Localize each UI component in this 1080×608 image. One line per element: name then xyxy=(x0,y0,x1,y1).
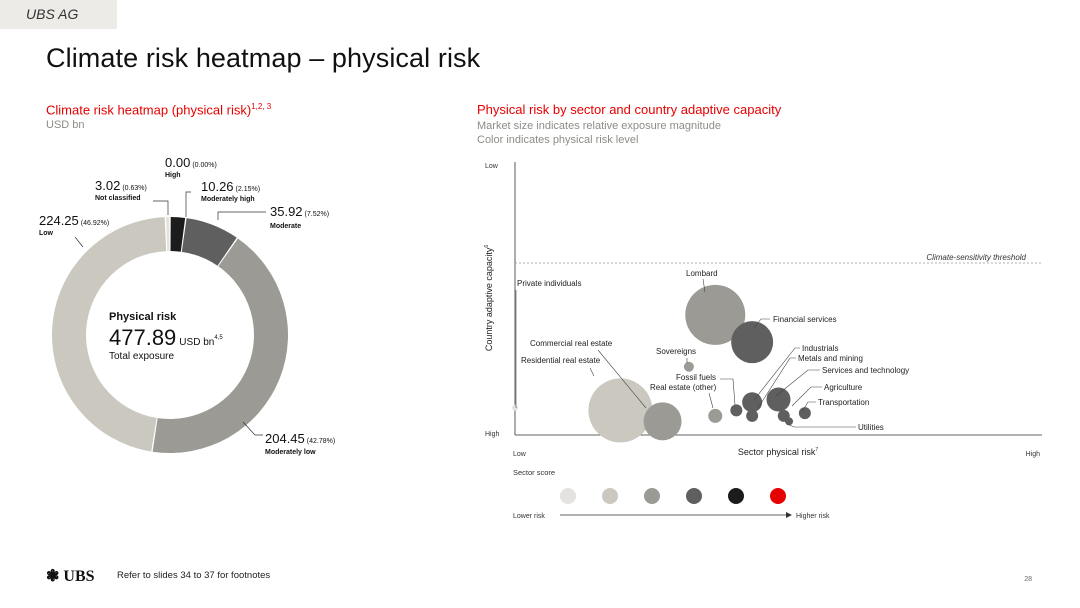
company-tag: UBS AG xyxy=(0,0,117,29)
donut-category-label-moderately-low: Moderately low xyxy=(265,449,316,456)
bubble-label-services-and-technology: Services and technology xyxy=(822,366,909,375)
y-tick-bottom: High xyxy=(485,431,500,438)
bubble-label-industrials: Industrials xyxy=(802,344,838,353)
bubble-industrials xyxy=(742,392,763,413)
bubble-private-individuals xyxy=(512,404,518,411)
bubble-leader-agriculture xyxy=(791,386,822,407)
legend-score-dot-4 xyxy=(686,488,702,504)
bubble-label-commercial-real-estate: Commercial real estate xyxy=(530,339,613,348)
bubble-leader-utilities xyxy=(786,423,856,428)
donut-value-label-moderately-low: 204.45 (42.78%) xyxy=(265,431,335,446)
bubble-real-estate-other xyxy=(708,408,723,423)
y-axis-label: Country adaptive capacity6 xyxy=(484,245,494,352)
bubble-commercial-real-estate xyxy=(588,378,653,443)
donut-slice-moderately-high xyxy=(170,217,186,252)
donut-chart: 0.00 (0.00%) High 10.26 (2.15%) Moderately hi… xyxy=(39,155,335,456)
legend-score-dot-2 xyxy=(602,488,618,504)
donut-category-label-not-classified: Not classified xyxy=(95,195,141,202)
x-axis-label: Sector physical risk7 xyxy=(738,447,819,457)
donut-category-label-moderate: Moderate xyxy=(270,223,301,230)
bubble-chart-title: Physical risk by sector and country adap… xyxy=(477,102,782,117)
legend-score-dot-1 xyxy=(560,488,576,504)
y-tick-top: Low xyxy=(485,163,499,170)
bubble-label-real-estate-other: Real estate (other) xyxy=(650,383,717,392)
threshold-label: Climate-sensitivity threshold xyxy=(926,253,1026,262)
bubble-utilities xyxy=(785,417,794,426)
bubble-transportation xyxy=(798,407,811,420)
x-tick-high: High xyxy=(1026,451,1041,458)
bubble-residential-real-estate xyxy=(643,402,682,441)
donut-category-label-high: High xyxy=(165,172,181,179)
bubble-label-utilities: Utilities xyxy=(858,423,884,432)
bubble-chart: Climate-sensitivity threshold Low High L… xyxy=(484,162,1042,520)
donut-leader-not-classified xyxy=(153,200,169,215)
bubble-label-lombard: Lombard xyxy=(686,269,718,278)
ubs-logo: ❃ UBS xyxy=(46,568,95,585)
donut-center-caption: Total exposure xyxy=(109,351,174,362)
donut-slice-low xyxy=(51,217,167,452)
bubble-sovereigns xyxy=(683,361,694,372)
legend-low-label: Lower risk xyxy=(513,513,545,520)
bubble-label-financial-services: Financial services xyxy=(773,315,837,324)
donut-title-footnote: 1,2, 3 xyxy=(251,102,272,111)
bubble-label-agriculture: Agriculture xyxy=(824,383,863,392)
donut-value-label-high: 0.00 (0.00%) xyxy=(165,155,217,170)
donut-slice-not-classified xyxy=(166,217,170,252)
donut-category-label-moderately-high: Moderately high xyxy=(201,196,255,203)
bubble-leader-fossil-fuels xyxy=(720,378,736,406)
legend-arrow-head xyxy=(786,512,792,518)
bubble-chart-subtitle-color: Color indicates physical risk level xyxy=(477,134,639,146)
legend-title: Sector score xyxy=(513,468,555,477)
bubble-label-sovereigns: Sovereigns xyxy=(656,347,696,356)
legend-score-dot-6 xyxy=(770,488,786,504)
bubble-label-residential-real-estate: Residential real estate xyxy=(521,356,601,365)
page-title: Climate risk heatmap – physical risk xyxy=(46,43,481,73)
bubble-leader-real-estate-other xyxy=(708,392,714,409)
legend-score-dot-3 xyxy=(644,488,660,504)
bubble-leader-residential-real-estate xyxy=(589,367,595,377)
donut-value-label-moderately-high: 10.26 (2.15%) xyxy=(201,179,260,194)
donut-leader-moderate xyxy=(217,211,266,220)
donut-leader-moderately-high xyxy=(185,191,191,217)
bubble-leader-transportation xyxy=(801,401,816,413)
bubble-lombard xyxy=(685,284,746,345)
keys-icon: ❃ xyxy=(46,568,60,585)
donut-leader-low xyxy=(74,236,84,248)
bubble-financial-services xyxy=(731,321,774,364)
bubble-leader-services-and-technology xyxy=(775,369,820,397)
donut-leader-moderately-low xyxy=(242,421,263,436)
bubble-chart-subtitle-size: Market size indicates relative exposure … xyxy=(477,120,721,132)
bubble-leader-commercial-real-estate xyxy=(597,349,647,409)
footnote-reference: Refer to slides 34 to 37 for footnotes xyxy=(117,570,271,581)
bubble-fossil-fuels xyxy=(730,404,743,417)
donut-slice-moderate xyxy=(181,218,237,266)
donut-value-label-not-classified: 3.02 (0.63%) xyxy=(95,178,147,193)
bubble-leader-lombard xyxy=(702,278,706,293)
x-tick-low: Low xyxy=(513,451,527,458)
donut-center-value: 477.89 USD bn4,5 xyxy=(109,325,223,350)
donut-slice-moderately-low xyxy=(152,238,288,453)
bubble-label-transportation: Transportation xyxy=(818,398,869,407)
donut-value-label-low: 224.25 (46.92%) xyxy=(39,213,109,228)
donut-chart-title: Climate risk heatmap (physical risk)1,2,… xyxy=(46,102,272,118)
legend-score-dot-5 xyxy=(728,488,744,504)
donut-center-label: Physical risk xyxy=(109,311,177,323)
bubble-leader-financial-services xyxy=(753,318,770,329)
legend-high-label: Higher risk xyxy=(796,513,830,520)
bubble-label-fossil-fuels: Fossil fuels xyxy=(676,373,716,382)
bubble-services-and-technology xyxy=(766,387,791,412)
donut-category-label-low: Low xyxy=(39,230,54,237)
bubble-leader-metals-and-mining xyxy=(757,357,796,409)
donut-value-label-moderate: 35.92 (7.52%) xyxy=(270,204,329,219)
bubble-leader-industrials xyxy=(753,347,800,401)
page-number: 28 xyxy=(1024,576,1032,583)
bubble-metals-and-mining xyxy=(746,409,759,422)
donut-chart-subtitle: USD bn xyxy=(46,119,85,131)
bubble-label-metals-and-mining: Metals and mining xyxy=(798,354,863,363)
bubble-label-private-individuals: Private individuals xyxy=(517,279,581,288)
